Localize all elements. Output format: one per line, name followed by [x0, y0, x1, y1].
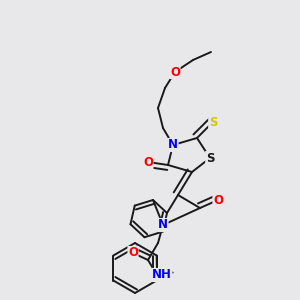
Text: N: N — [168, 139, 178, 152]
Text: O: O — [170, 65, 180, 79]
Text: O: O — [143, 155, 153, 169]
Text: O: O — [213, 194, 223, 206]
Text: S: S — [206, 152, 214, 164]
Text: NH: NH — [152, 268, 172, 281]
Text: N: N — [158, 218, 168, 232]
Text: O: O — [128, 247, 138, 260]
Text: S: S — [209, 116, 217, 128]
